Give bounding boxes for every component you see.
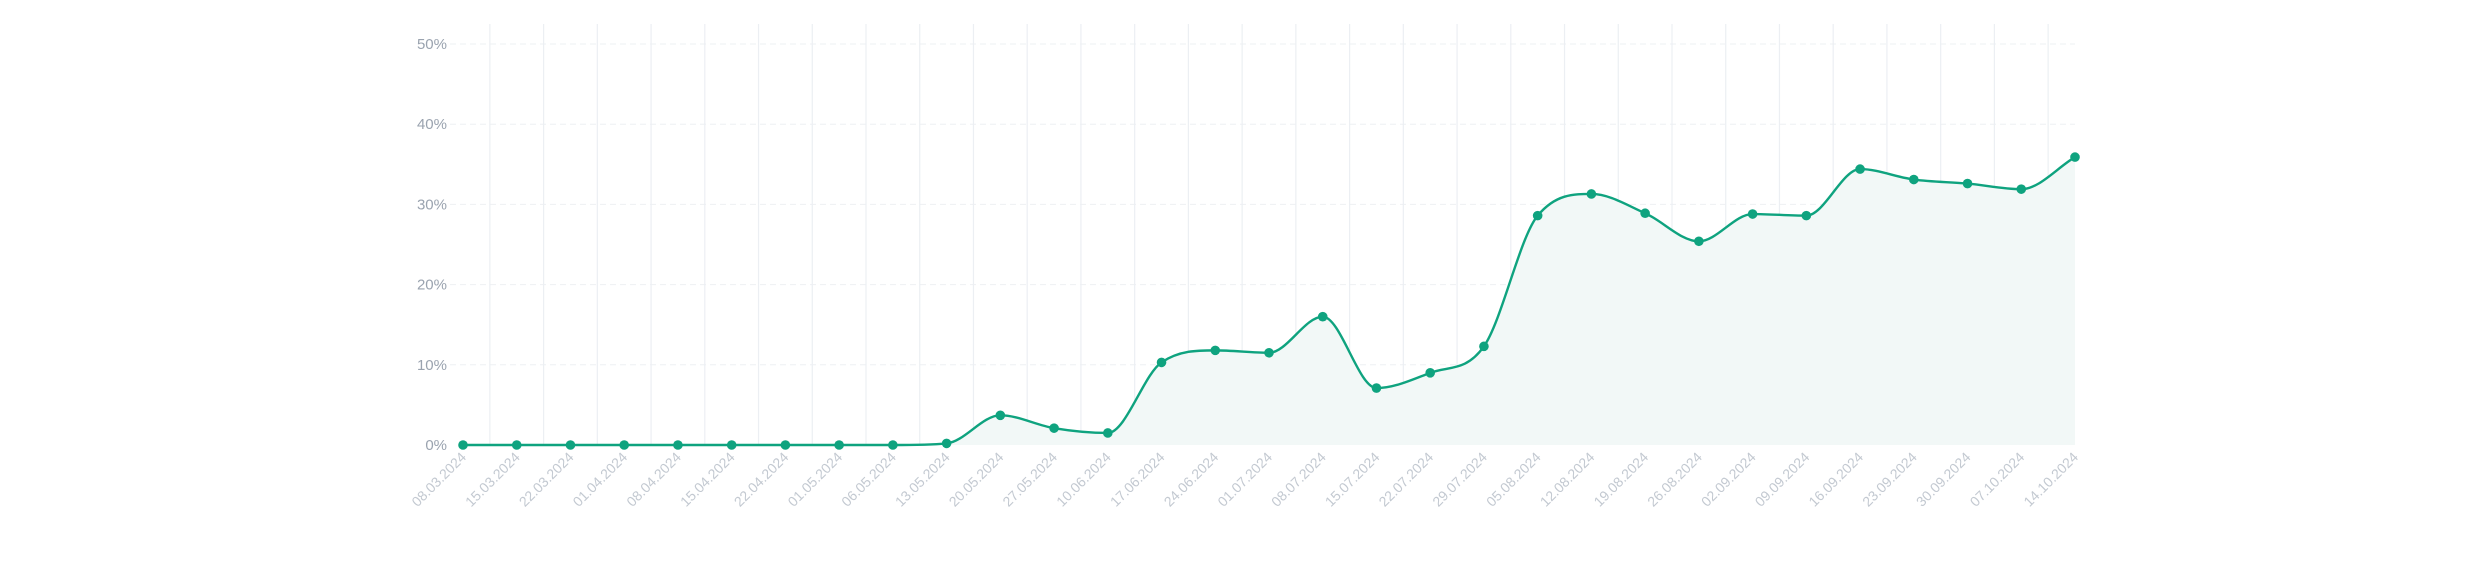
y-tick-label: 0% <box>425 437 447 454</box>
x-axis-ticks: 08.03.202415.03.202422.03.202401.04.2024… <box>408 449 2081 510</box>
data-point[interactable] <box>1747 209 1758 219</box>
x-tick-label: 01.04.2024 <box>569 449 630 510</box>
y-axis-ticks: 0% 10% 20% 30% 40% 50% <box>417 36 447 454</box>
data-points <box>458 152 2080 450</box>
data-point[interactable] <box>1962 178 1973 189</box>
y-tick-label: 50% <box>417 36 447 53</box>
x-tick-label: 15.07.2024 <box>1322 449 1383 510</box>
x-tick-label: 08.04.2024 <box>623 449 684 510</box>
data-point[interactable] <box>888 440 898 450</box>
x-tick-label: 23.09.2024 <box>1859 449 1920 510</box>
data-point[interactable] <box>1694 236 1704 247</box>
x-tick-label: 19.08.2024 <box>1590 449 1651 510</box>
x-tick-label: 06.05.2024 <box>838 449 899 510</box>
x-tick-label: 08.03.2024 <box>408 449 469 510</box>
x-tick-label: 24.06.2024 <box>1161 449 1222 510</box>
x-tick-label: 08.07.2024 <box>1268 449 1329 510</box>
data-point[interactable] <box>1371 383 1382 393</box>
x-tick-label: 07.10.2024 <box>1967 449 2028 510</box>
data-point[interactable] <box>1909 174 1919 185</box>
data-point[interactable] <box>458 440 468 450</box>
x-tick-label: 12.08.2024 <box>1537 449 1598 510</box>
data-point[interactable] <box>1586 189 1597 199</box>
series-area <box>463 157 2075 445</box>
data-point[interactable] <box>619 440 629 450</box>
data-point[interactable] <box>1640 208 1650 219</box>
x-tick-label: 05.08.2024 <box>1483 449 1544 510</box>
data-point[interactable] <box>941 438 952 449</box>
data-point[interactable] <box>673 440 683 450</box>
x-tick-label: 10.06.2024 <box>1053 449 1114 510</box>
data-point[interactable] <box>511 440 522 450</box>
x-tick-label: 01.05.2024 <box>784 449 845 510</box>
x-tick-label: 16.09.2024 <box>1805 449 1866 510</box>
data-point[interactable] <box>1425 368 1435 378</box>
data-point[interactable] <box>1210 345 1221 356</box>
x-tick-label: 29.07.2024 <box>1429 449 1490 510</box>
x-tick-label: 02.09.2024 <box>1698 449 1759 510</box>
x-tick-label: 20.05.2024 <box>946 449 1007 510</box>
data-point[interactable] <box>780 440 791 450</box>
x-tick-label: 22.03.2024 <box>516 449 577 510</box>
data-point[interactable] <box>2070 152 2080 162</box>
data-point[interactable] <box>2016 184 2027 194</box>
data-point[interactable] <box>1801 210 1812 221</box>
data-point[interactable] <box>1317 311 1328 322</box>
data-point[interactable] <box>834 440 844 450</box>
data-point[interactable] <box>995 410 1006 421</box>
x-tick-label: 15.03.2024 <box>462 449 523 510</box>
data-point[interactable] <box>565 440 576 450</box>
x-tick-label: 26.08.2024 <box>1644 449 1705 510</box>
x-tick-label: 01.07.2024 <box>1214 449 1275 510</box>
y-tick-label: 10% <box>417 357 447 374</box>
x-tick-label: 09.09.2024 <box>1752 449 1813 510</box>
data-point[interactable] <box>1532 210 1543 221</box>
x-tick-label: 27.05.2024 <box>999 449 1060 510</box>
y-tick-label: 30% <box>417 196 447 213</box>
x-tick-label: 14.10.2024 <box>2020 449 2081 510</box>
x-tick-label: 22.04.2024 <box>731 449 792 510</box>
data-point[interactable] <box>1479 341 1489 352</box>
y-tick-label: 20% <box>417 277 447 294</box>
y-tick-label: 40% <box>417 116 447 133</box>
data-point[interactable] <box>1264 347 1274 358</box>
data-point[interactable] <box>1156 357 1167 368</box>
data-point[interactable] <box>1855 164 1865 174</box>
x-tick-label: 30.09.2024 <box>1913 449 1974 510</box>
data-point[interactable] <box>1049 423 1059 433</box>
x-tick-label: 13.05.2024 <box>892 449 953 510</box>
data-point[interactable] <box>1103 428 1113 438</box>
data-point[interactable] <box>726 440 737 450</box>
x-tick-label: 17.06.2024 <box>1107 449 1168 510</box>
x-tick-label: 22.07.2024 <box>1375 449 1436 510</box>
x-tick-label: 15.04.2024 <box>677 449 738 510</box>
